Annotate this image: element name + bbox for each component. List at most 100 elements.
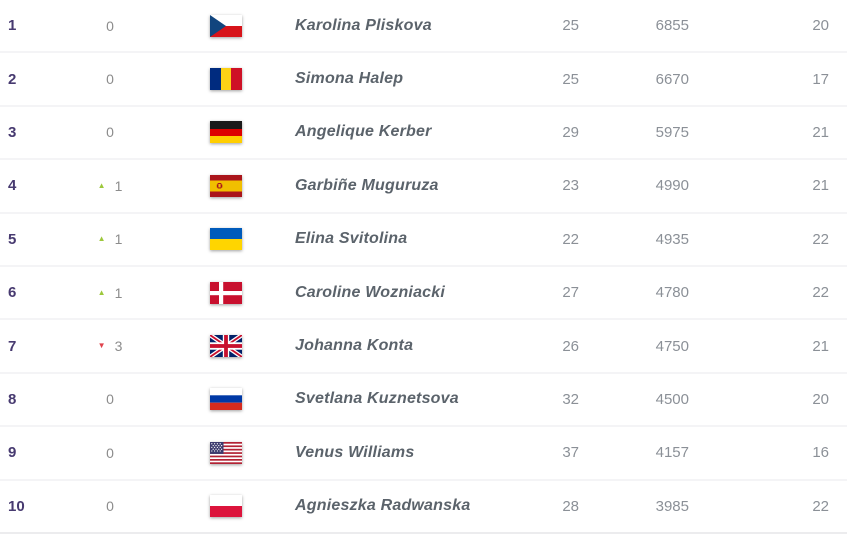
points-cell: 4750 <box>655 337 689 355</box>
rank-movement-cell: 0 <box>60 391 160 407</box>
czech-republic-flag <box>210 14 242 37</box>
tournaments-cell: 21 <box>812 123 829 141</box>
player-name[interactable]: Karolina Pliskova <box>295 16 432 34</box>
player-name[interactable]: Elina Svitolina <box>295 230 408 248</box>
rank-movement-value: 0 <box>106 71 114 88</box>
points-cell: 4157 <box>655 444 689 462</box>
points-cell: 6670 <box>655 70 689 88</box>
tournaments-cell: 22 <box>812 497 829 515</box>
united-kingdom-flag <box>210 335 242 358</box>
triangle-up-icon: ▲ <box>97 287 106 297</box>
points-cell: 4780 <box>655 284 689 302</box>
rank-cell: 6 <box>8 284 17 302</box>
player-name[interactable]: Angelique Kerber <box>295 123 432 141</box>
triangle-up-icon: ▲ <box>97 234 106 244</box>
flag-cell <box>160 495 292 518</box>
player-name[interactable]: Caroline Wozniacki <box>295 283 446 301</box>
points-cell: 4935 <box>655 230 689 248</box>
rank-movement-cell: ▼ 3 <box>60 338 160 354</box>
flag-cell <box>160 121 292 144</box>
age-cell: 37 <box>562 444 579 462</box>
player-name[interactable]: Agnieszka Radwanska <box>295 497 471 515</box>
age-cell: 23 <box>562 177 579 195</box>
rank-movement-cell: 0 <box>60 445 160 461</box>
flag-cell <box>160 174 292 197</box>
rank-movement-value: 0 <box>106 498 114 515</box>
age-cell: 29 <box>562 123 579 141</box>
rank-movement-value: 1 <box>114 177 123 194</box>
player-name[interactable]: Svetlana Kuznetsova <box>295 390 459 408</box>
table-row[interactable]: 1 0 Karolina Pliskova 25 6855 20 <box>0 0 847 54</box>
age-cell: 25 <box>562 70 579 88</box>
tournaments-cell: 20 <box>812 17 829 35</box>
rank-movement-cell: 0 <box>60 71 160 87</box>
rank-cell: 7 <box>8 337 17 355</box>
table-row[interactable]: 6 ▲ 1 Caroline Wozniacki 27 4780 22 <box>0 266 847 321</box>
table-row[interactable]: 8 0 Svetlana Kuznetsova 32 4500 20 <box>0 373 847 428</box>
rank-movement-value: 1 <box>114 284 123 301</box>
rank-cell: 3 <box>8 123 17 141</box>
points-cell: 6855 <box>655 17 689 35</box>
triangle-down-icon: ▼ <box>97 341 106 351</box>
united-states-flag <box>210 441 242 464</box>
rank-movement-value: 1 <box>114 231 123 248</box>
flag-cell <box>160 281 292 304</box>
points-cell: 4990 <box>655 177 689 195</box>
denmark-flag <box>210 281 242 304</box>
age-cell: 28 <box>562 497 579 515</box>
table-row[interactable]: 7 ▼ 3 Johanna Konta 26 4750 21 <box>0 320 847 374</box>
ukraine-flag <box>210 228 242 251</box>
tournaments-cell: 22 <box>812 230 829 248</box>
rank-movement-value: 0 <box>106 391 114 408</box>
player-name[interactable]: Venus Williams <box>295 443 415 461</box>
rank-cell: 10 <box>8 497 25 515</box>
rank-movement-value: 3 <box>114 338 123 355</box>
tournaments-cell: 21 <box>812 177 829 195</box>
age-cell: 27 <box>562 284 579 302</box>
player-name[interactable]: Garbiñe Muguruza <box>295 176 439 194</box>
spain-flag <box>210 174 242 197</box>
rank-cell: 5 <box>8 230 17 248</box>
rank-cell: 9 <box>8 444 17 462</box>
table-row[interactable]: 2 0 Simona Halep 25 6670 17 <box>0 53 847 107</box>
germany-flag <box>210 121 242 144</box>
player-name[interactable]: Simona Halep <box>295 70 404 88</box>
rank-cell: 2 <box>8 70 17 88</box>
poland-flag <box>210 495 242 518</box>
player-name[interactable]: Johanna Konta <box>295 337 414 355</box>
tournaments-cell: 17 <box>812 70 829 88</box>
tournaments-cell: 22 <box>812 284 829 302</box>
table-row[interactable]: 10 0 Agnieszka Radwanska 28 3985 22 <box>0 480 847 534</box>
tournaments-cell: 20 <box>812 390 829 408</box>
rank-cell: 1 <box>8 17 17 35</box>
rank-cell: 4 <box>8 177 17 195</box>
table-row[interactable]: 9 0 Venus Williams 37 4157 16 <box>0 427 847 481</box>
rank-movement-cell: ▲ 1 <box>60 178 160 194</box>
points-cell: 4500 <box>655 390 689 408</box>
rank-movement-cell: 0 <box>60 18 160 34</box>
table-row[interactable]: 4 ▲ 1 Garbiñe Muguruza 23 4990 21 <box>0 160 847 214</box>
triangle-up-icon: ▲ <box>97 180 106 190</box>
rank-movement-cell: ▲ 1 <box>60 231 160 247</box>
russia-flag <box>210 388 242 411</box>
table-row[interactable]: 5 ▲ 1 Elina Svitolina 22 4935 22 <box>0 213 847 267</box>
flag-cell <box>160 14 292 37</box>
flag-cell <box>160 68 292 91</box>
romania-flag <box>210 68 242 91</box>
flag-cell <box>160 441 292 464</box>
table-row[interactable]: 3 0 Angelique Kerber 29 5975 21 <box>0 106 847 161</box>
age-cell: 22 <box>562 230 579 248</box>
age-cell: 26 <box>562 337 579 355</box>
rank-movement-cell: ▲ 1 <box>60 285 160 301</box>
flag-cell <box>160 388 292 411</box>
rank-movement-cell: 0 <box>60 124 160 140</box>
age-cell: 25 <box>562 17 579 35</box>
points-cell: 5975 <box>655 123 689 141</box>
rank-cell: 8 <box>8 390 17 408</box>
flag-cell <box>160 335 292 358</box>
rank-movement-cell: 0 <box>60 498 160 514</box>
rank-movement-value: 0 <box>106 444 114 461</box>
rank-movement-value: 0 <box>106 124 114 141</box>
tournaments-cell: 16 <box>812 444 829 462</box>
